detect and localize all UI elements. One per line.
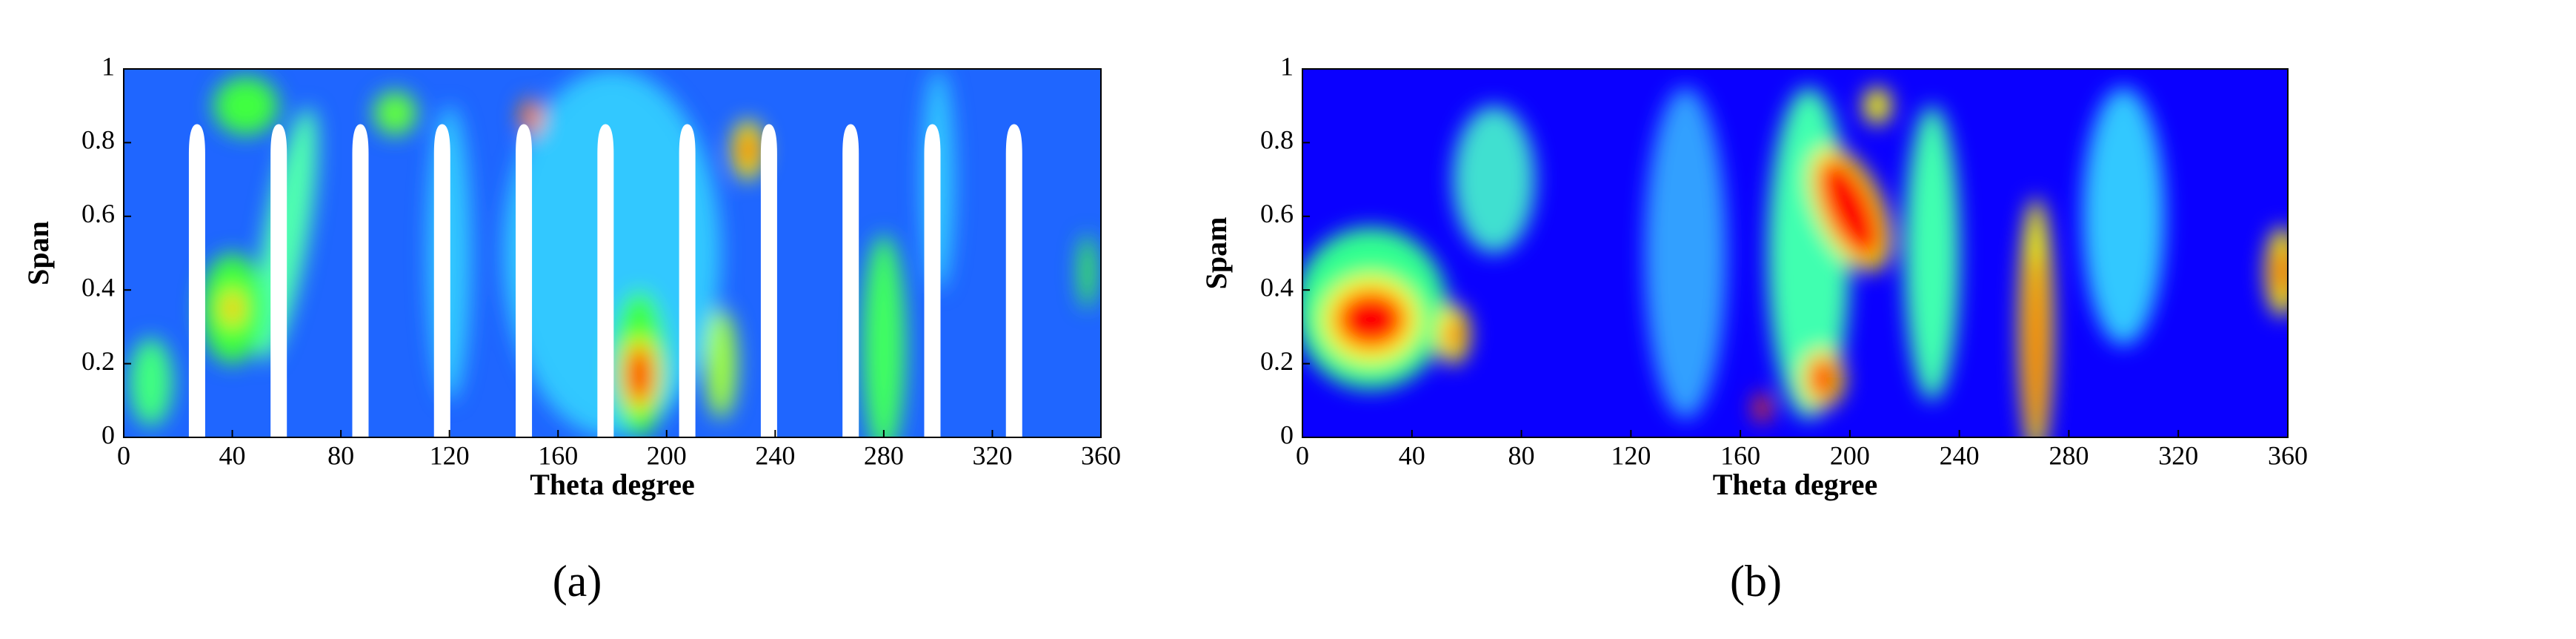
x-tick-label: 200 bbox=[647, 440, 687, 470]
x-tick-label: 240 bbox=[1940, 440, 1980, 470]
y-tick-label: 0.8 bbox=[81, 125, 115, 155]
blade bbox=[270, 124, 287, 437]
x-tick-label: 160 bbox=[1720, 440, 1760, 470]
panel-label: (b) bbox=[1730, 557, 1782, 606]
field-blob bbox=[2082, 87, 2165, 345]
y-axis-label: Spam bbox=[1199, 217, 1233, 290]
x-tick-label: 40 bbox=[219, 440, 246, 470]
y-tick-label: 0 bbox=[101, 420, 115, 449]
x-tick-label: 0 bbox=[117, 440, 130, 470]
contour-field bbox=[1302, 69, 2288, 437]
field-blob bbox=[1445, 319, 1462, 349]
x-tick-label: 80 bbox=[1508, 440, 1535, 470]
blade bbox=[679, 124, 696, 437]
panel-label: (a) bbox=[553, 557, 602, 606]
y-tick-label: 0 bbox=[1280, 420, 1294, 449]
x-tick-label: 40 bbox=[1399, 440, 1425, 470]
blade bbox=[352, 124, 369, 437]
plot-frame bbox=[1302, 68, 2289, 438]
x-tick-label: 360 bbox=[2268, 440, 2308, 470]
field-blobs bbox=[1302, 87, 2288, 437]
blade bbox=[1005, 124, 1022, 437]
field-blob bbox=[1863, 87, 1891, 125]
field-blob bbox=[705, 308, 738, 420]
field-blob bbox=[1754, 393, 1771, 423]
x-tick-label: 360 bbox=[1081, 440, 1121, 470]
field-blob bbox=[2274, 245, 2288, 298]
x-tick-label: 80 bbox=[327, 440, 354, 470]
field-blob bbox=[227, 297, 238, 320]
x-tick-label: 280 bbox=[2049, 440, 2089, 470]
blade bbox=[433, 124, 450, 437]
x-tick-label: 280 bbox=[864, 440, 904, 470]
field-blob bbox=[739, 131, 756, 169]
field-blob bbox=[862, 234, 906, 437]
plot-frame bbox=[123, 68, 1102, 438]
field-blob bbox=[213, 76, 279, 136]
field-blob bbox=[373, 90, 417, 136]
x-tick-label: 200 bbox=[1830, 440, 1870, 470]
y-tick-label: 1 bbox=[1280, 51, 1294, 81]
field-blob bbox=[129, 337, 173, 427]
field-blob bbox=[1079, 234, 1096, 309]
field-blob bbox=[1817, 157, 1883, 260]
blade bbox=[516, 124, 533, 437]
x-tick-label: 320 bbox=[2158, 440, 2198, 470]
blade bbox=[924, 124, 941, 437]
field-blob bbox=[1904, 105, 1960, 401]
y-tick-label: 0.4 bbox=[1260, 272, 1294, 302]
x-tick-label: 160 bbox=[538, 440, 578, 470]
y-tick-label: 0.4 bbox=[81, 272, 115, 302]
y-tick-label: 0.2 bbox=[81, 346, 115, 376]
y-tick-label: 0.6 bbox=[81, 199, 115, 228]
blade bbox=[842, 124, 859, 437]
x-tick-label: 0 bbox=[1296, 440, 1309, 470]
y-axis-label: Span bbox=[21, 221, 55, 285]
y-tick-label: 1 bbox=[101, 51, 115, 81]
x-axis-label: Theta degree bbox=[530, 468, 695, 501]
field-blob bbox=[625, 345, 653, 405]
contour-field bbox=[124, 69, 1101, 437]
y-tick-label: 0.8 bbox=[1260, 125, 1294, 155]
y-tick-label: 0.6 bbox=[1260, 199, 1294, 228]
x-tick-label: 120 bbox=[430, 440, 470, 470]
blade bbox=[188, 124, 205, 437]
field-blob bbox=[1335, 290, 1407, 349]
blade bbox=[597, 124, 614, 437]
field-blob bbox=[1453, 105, 1536, 254]
blade bbox=[760, 124, 777, 437]
field-blob bbox=[1644, 87, 1727, 420]
field-blob bbox=[2028, 253, 2045, 437]
field-blob bbox=[1808, 356, 1837, 401]
x-axis-label: Theta degree bbox=[1713, 468, 1878, 501]
y-tick-label: 0.2 bbox=[1260, 346, 1294, 376]
x-tick-label: 320 bbox=[972, 440, 1012, 470]
x-tick-label: 120 bbox=[1611, 440, 1651, 470]
x-tick-label: 240 bbox=[755, 440, 795, 470]
